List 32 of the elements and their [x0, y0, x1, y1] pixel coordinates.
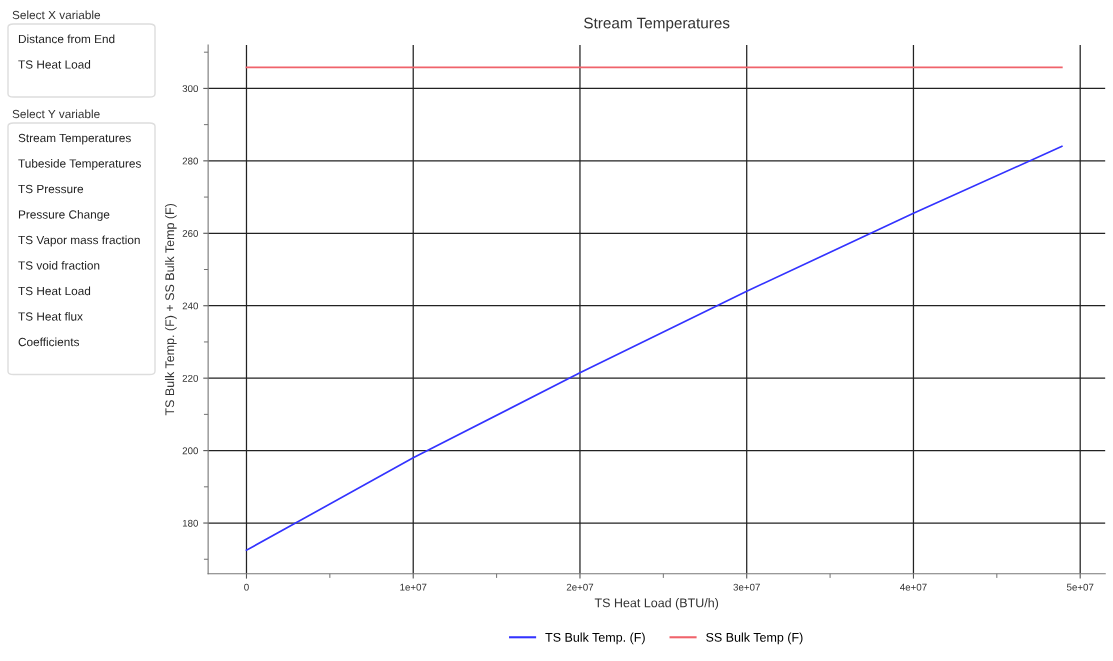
text: TS void fraction [18, 261, 100, 270]
text: Tubeside Temperatures [18, 159, 141, 170]
y-tick-label: 180 [182, 519, 199, 527]
legend-label: SS Bulk Temp (F) [706, 632, 803, 645]
x-axis-title: TS Heat Load (BTU/h) [594, 598, 719, 610]
y-tick-label: 200 [182, 447, 199, 455]
text: Stream Temperatures [18, 133, 131, 145]
text: TS Heat Load [18, 60, 91, 69]
text: Select X variable [12, 10, 101, 20]
text: TS Heat flux [18, 312, 83, 321]
y-axis-title: TS Bulk Temp. (F) + SS Bulk Temp (F) [164, 203, 177, 416]
text: Coefficients [18, 337, 80, 347]
text: TS Pressure [18, 184, 84, 194]
chart-title: Stream Temperatures [584, 17, 730, 32]
x-tick-label: 0 [244, 583, 249, 591]
y-tick-label: 280 [182, 157, 199, 165]
text: Distance from End [18, 34, 115, 44]
x-tick-label: 1e+07 [400, 583, 427, 591]
x-tick-label: 5e+07 [1066, 583, 1094, 591]
text: TS Heat Load [18, 286, 91, 296]
y-tick-label: 240 [182, 302, 199, 310]
line-series [245, 145, 1063, 552]
x-tick-label: 2e+07 [566, 583, 594, 591]
y-tick-label: 260 [182, 230, 199, 237]
text: TS Vapor mass fraction [18, 235, 140, 247]
x-tick-label: 3e+07 [733, 583, 760, 591]
x-tick-label: 4e+07 [900, 583, 927, 591]
text: Pressure Change [18, 210, 110, 221]
y-tick-label: 220 [182, 374, 199, 382]
legend-label: TS Bulk Temp. (F) [545, 632, 645, 645]
y-tick-label: 300 [182, 85, 199, 93]
text: Select Y variable [12, 109, 100, 119]
